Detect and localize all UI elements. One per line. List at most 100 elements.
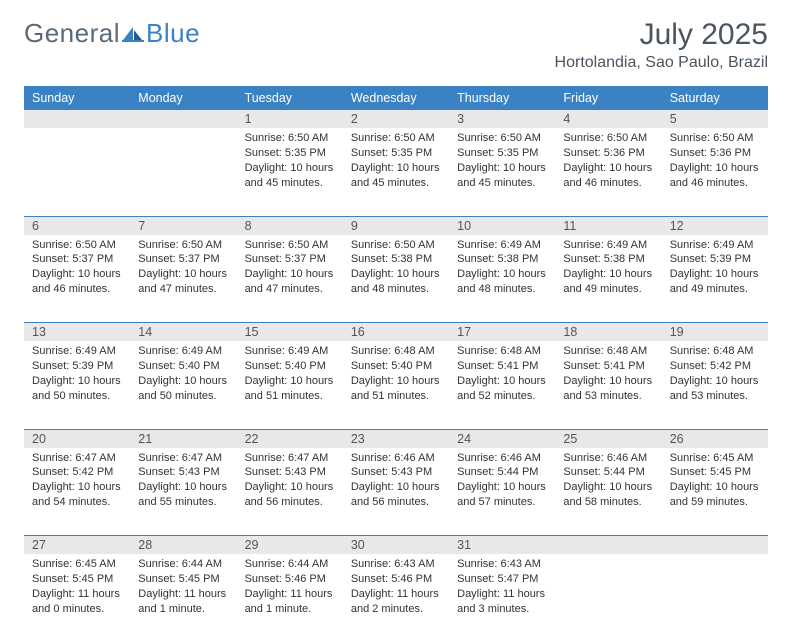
weekday-header: Sunday xyxy=(24,86,130,110)
calendar-page: General Blue July 2025 Hortolandia, Sao … xyxy=(0,0,792,612)
day-number-cell: 30 xyxy=(343,536,449,555)
weekday-header: Saturday xyxy=(662,86,768,110)
day-cell: Sunrise: 6:49 AMSunset: 5:40 PMDaylight:… xyxy=(237,341,343,429)
day-number-cell: 27 xyxy=(24,536,130,555)
sunset-text: Sunset: 5:35 PM xyxy=(457,146,547,161)
day-number-cell: 13 xyxy=(24,323,130,342)
day-cell: Sunrise: 6:50 AMSunset: 5:35 PMDaylight:… xyxy=(449,128,555,216)
sunset-text: Sunset: 5:36 PM xyxy=(563,146,653,161)
day-number: 20 xyxy=(24,430,130,448)
sunset-text: Sunset: 5:37 PM xyxy=(32,252,122,267)
sunrise-text: Sunrise: 6:44 AM xyxy=(138,557,228,572)
day-number-cell xyxy=(24,110,130,128)
day2-text: and 59 minutes. xyxy=(670,495,760,510)
day-cell: Sunrise: 6:49 AMSunset: 5:39 PMDaylight:… xyxy=(24,341,130,429)
sunset-text: Sunset: 5:38 PM xyxy=(457,252,547,267)
day-cell: Sunrise: 6:50 AMSunset: 5:36 PMDaylight:… xyxy=(662,128,768,216)
sunset-text: Sunset: 5:43 PM xyxy=(138,465,228,480)
day-number-row: 20212223242526 xyxy=(24,429,768,448)
day2-text: and 49 minutes. xyxy=(563,282,653,297)
day1-text: Daylight: 10 hours xyxy=(245,161,335,176)
day1-text: Daylight: 11 hours xyxy=(32,587,122,602)
sunset-text: Sunset: 5:38 PM xyxy=(563,252,653,267)
day1-text: Daylight: 10 hours xyxy=(670,374,760,389)
day2-text: and 56 minutes. xyxy=(351,495,441,510)
day-cell: Sunrise: 6:50 AMSunset: 5:36 PMDaylight:… xyxy=(555,128,661,216)
day1-text: Daylight: 10 hours xyxy=(245,480,335,495)
day-number: 18 xyxy=(555,323,661,341)
day-number-cell: 12 xyxy=(662,216,768,235)
day1-text: Daylight: 10 hours xyxy=(563,480,653,495)
day-cell xyxy=(555,554,661,642)
day1-text: Daylight: 10 hours xyxy=(351,480,441,495)
day-number: 14 xyxy=(130,323,236,341)
sunset-text: Sunset: 5:47 PM xyxy=(457,572,547,587)
day-number: 30 xyxy=(343,536,449,554)
day1-text: Daylight: 10 hours xyxy=(245,267,335,282)
day-number: 11 xyxy=(555,217,661,235)
day1-text: Daylight: 10 hours xyxy=(563,267,653,282)
day-number-cell: 17 xyxy=(449,323,555,342)
sunset-text: Sunset: 5:40 PM xyxy=(245,359,335,374)
day-number-cell xyxy=(555,536,661,555)
sunrise-text: Sunrise: 6:50 AM xyxy=(563,131,653,146)
day-number-cell: 1 xyxy=(237,110,343,128)
sunset-text: Sunset: 5:39 PM xyxy=(32,359,122,374)
day-content-row: Sunrise: 6:50 AMSunset: 5:35 PMDaylight:… xyxy=(24,128,768,216)
day2-text: and 49 minutes. xyxy=(670,282,760,297)
day1-text: Daylight: 10 hours xyxy=(670,267,760,282)
day2-text: and 58 minutes. xyxy=(563,495,653,510)
day-cell: Sunrise: 6:45 AMSunset: 5:45 PMDaylight:… xyxy=(24,554,130,642)
day-number: 26 xyxy=(662,430,768,448)
day-cell: Sunrise: 6:48 AMSunset: 5:41 PMDaylight:… xyxy=(555,341,661,429)
day1-text: Daylight: 10 hours xyxy=(138,267,228,282)
sunrise-text: Sunrise: 6:45 AM xyxy=(670,451,760,466)
day-number: 16 xyxy=(343,323,449,341)
day-number-cell: 14 xyxy=(130,323,236,342)
sunrise-text: Sunrise: 6:49 AM xyxy=(457,238,547,253)
sunrise-text: Sunrise: 6:49 AM xyxy=(32,344,122,359)
sunrise-text: Sunrise: 6:50 AM xyxy=(245,131,335,146)
day-number-cell: 22 xyxy=(237,429,343,448)
day2-text: and 45 minutes. xyxy=(457,176,547,191)
day1-text: Daylight: 10 hours xyxy=(32,480,122,495)
day-number: 5 xyxy=(662,110,768,128)
day1-text: Daylight: 10 hours xyxy=(351,161,441,176)
calendar-head: SundayMondayTuesdayWednesdayThursdayFrid… xyxy=(24,86,768,110)
day2-text: and 48 minutes. xyxy=(457,282,547,297)
day-number: 13 xyxy=(24,323,130,341)
sunset-text: Sunset: 5:43 PM xyxy=(351,465,441,480)
sunrise-text: Sunrise: 6:48 AM xyxy=(457,344,547,359)
day-cell: Sunrise: 6:45 AMSunset: 5:45 PMDaylight:… xyxy=(662,448,768,536)
day-number-cell: 20 xyxy=(24,429,130,448)
day-number-row: 12345 xyxy=(24,110,768,128)
sunset-text: Sunset: 5:41 PM xyxy=(457,359,547,374)
day-number: 2 xyxy=(343,110,449,128)
day-cell xyxy=(130,128,236,216)
day-cell: Sunrise: 6:47 AMSunset: 5:43 PMDaylight:… xyxy=(237,448,343,536)
day-number: 19 xyxy=(662,323,768,341)
day-number-cell: 10 xyxy=(449,216,555,235)
logo-text-blue: Blue xyxy=(146,18,200,49)
sunset-text: Sunset: 5:40 PM xyxy=(138,359,228,374)
sunrise-text: Sunrise: 6:50 AM xyxy=(457,131,547,146)
day2-text: and 48 minutes. xyxy=(351,282,441,297)
day-cell: Sunrise: 6:46 AMSunset: 5:43 PMDaylight:… xyxy=(343,448,449,536)
day-number-cell: 3 xyxy=(449,110,555,128)
sunrise-text: Sunrise: 6:46 AM xyxy=(563,451,653,466)
title-block: July 2025 Hortolandia, Sao Paulo, Brazil xyxy=(555,18,768,72)
day2-text: and 50 minutes. xyxy=(32,389,122,404)
day2-text: and 56 minutes. xyxy=(245,495,335,510)
day2-text: and 51 minutes. xyxy=(351,389,441,404)
sunrise-text: Sunrise: 6:49 AM xyxy=(138,344,228,359)
day1-text: Daylight: 11 hours xyxy=(351,587,441,602)
day2-text: and 45 minutes. xyxy=(245,176,335,191)
day-cell: Sunrise: 6:46 AMSunset: 5:44 PMDaylight:… xyxy=(449,448,555,536)
day-number-cell: 31 xyxy=(449,536,555,555)
sunrise-text: Sunrise: 6:50 AM xyxy=(351,238,441,253)
day-cell: Sunrise: 6:47 AMSunset: 5:43 PMDaylight:… xyxy=(130,448,236,536)
sunrise-text: Sunrise: 6:48 AM xyxy=(351,344,441,359)
sunset-text: Sunset: 5:46 PM xyxy=(245,572,335,587)
day-number-cell: 8 xyxy=(237,216,343,235)
weekday-header-row: SundayMondayTuesdayWednesdayThursdayFrid… xyxy=(24,86,768,110)
